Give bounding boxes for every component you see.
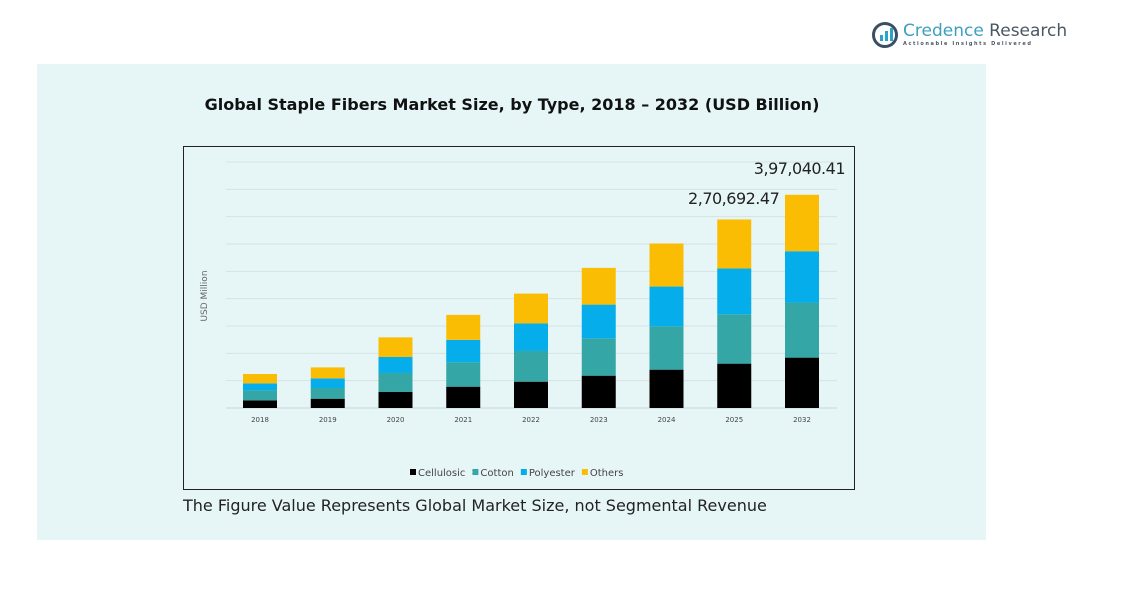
bar-cotton-2022 — [514, 350, 548, 382]
legend-swatch-cotton — [472, 469, 479, 475]
bar-polyester-2019 — [310, 378, 345, 389]
bar-polyester-2021 — [446, 339, 481, 363]
logo-name: Credence Research — [903, 21, 1068, 41]
legend-swatch-others — [581, 469, 588, 475]
legend-label-cotton: Cotton — [480, 468, 513, 479]
bar-cellulosic-2022 — [514, 381, 548, 408]
x-tick-label: 2024 — [658, 416, 676, 424]
bar-others-2023 — [581, 267, 616, 305]
x-tick-label: 2019 — [319, 416, 337, 424]
bar-others-2021 — [446, 314, 481, 340]
bar-cotton-2018 — [243, 390, 277, 401]
chart-panel — [37, 64, 986, 540]
data-label: 2,70,692.47 — [688, 189, 779, 208]
bar-cotton-2023 — [581, 338, 616, 376]
bar-others-2032 — [785, 194, 819, 252]
bar-polyester-2023 — [581, 304, 616, 339]
x-tick-label: 2022 — [522, 416, 540, 424]
x-tick-label: 2032 — [793, 416, 811, 424]
bar-cotton-2021 — [446, 362, 481, 387]
bar-cellulosic-2021 — [446, 386, 481, 408]
bar-others-2022 — [514, 293, 548, 324]
bar-polyester-2018 — [243, 383, 277, 391]
bar-cotton-2020 — [378, 372, 413, 392]
bar-polyester-2020 — [378, 356, 413, 373]
bar-cellulosic-2025 — [717, 363, 752, 408]
legend-label-polyester: Polyester — [529, 468, 576, 479]
bar-polyester-2032 — [785, 251, 819, 303]
bar-cellulosic-2020 — [378, 391, 413, 408]
x-tick-label: 2025 — [725, 416, 743, 424]
chart-title: Global Staple Fibers Market Size, by Typ… — [204, 95, 820, 114]
legend-swatch-polyester — [520, 469, 527, 475]
bar-cellulosic-2023 — [581, 375, 616, 408]
bar-cotton-2025 — [717, 314, 752, 364]
legend-label-cellulosic: Cellulosic — [418, 468, 465, 479]
bar-others-2019 — [310, 367, 345, 379]
x-tick-label: 2021 — [454, 416, 472, 424]
bar-polyester-2024 — [649, 286, 684, 327]
bar-others-2018 — [243, 374, 277, 384]
bar-others-2025 — [717, 219, 752, 269]
logo-chart-icon — [872, 22, 898, 48]
x-tick-label: 2020 — [387, 416, 405, 424]
footnote: The Figure Value Represents Global Marke… — [183, 496, 767, 515]
bar-cellulosic-2024 — [649, 369, 684, 408]
bar-polyester-2022 — [514, 323, 548, 351]
y-axis-label: USD Million — [200, 270, 210, 321]
legend-swatch-cellulosic — [410, 469, 416, 475]
bar-cotton-2032 — [785, 302, 819, 358]
chart-frame — [183, 146, 855, 490]
logo-tagline: Actionable Insights Delivered — [903, 41, 1033, 47]
credence-research-logo: Credence Research Actionable Insights De… — [872, 22, 1067, 48]
bar-cellulosic-2019 — [310, 398, 345, 408]
data-label: 3,97,040.41 — [754, 159, 845, 178]
bar-cotton-2024 — [649, 326, 684, 370]
bar-cotton-2019 — [310, 388, 345, 399]
bar-cellulosic-2018 — [243, 400, 277, 408]
x-tick-label: 2018 — [251, 416, 269, 424]
bar-polyester-2025 — [717, 268, 752, 315]
bar-cellulosic-2032 — [785, 357, 819, 408]
legend-label-others: Others — [590, 468, 624, 479]
bar-others-2020 — [378, 337, 413, 357]
x-tick-label: 2023 — [590, 416, 608, 424]
bar-others-2024 — [649, 243, 684, 287]
